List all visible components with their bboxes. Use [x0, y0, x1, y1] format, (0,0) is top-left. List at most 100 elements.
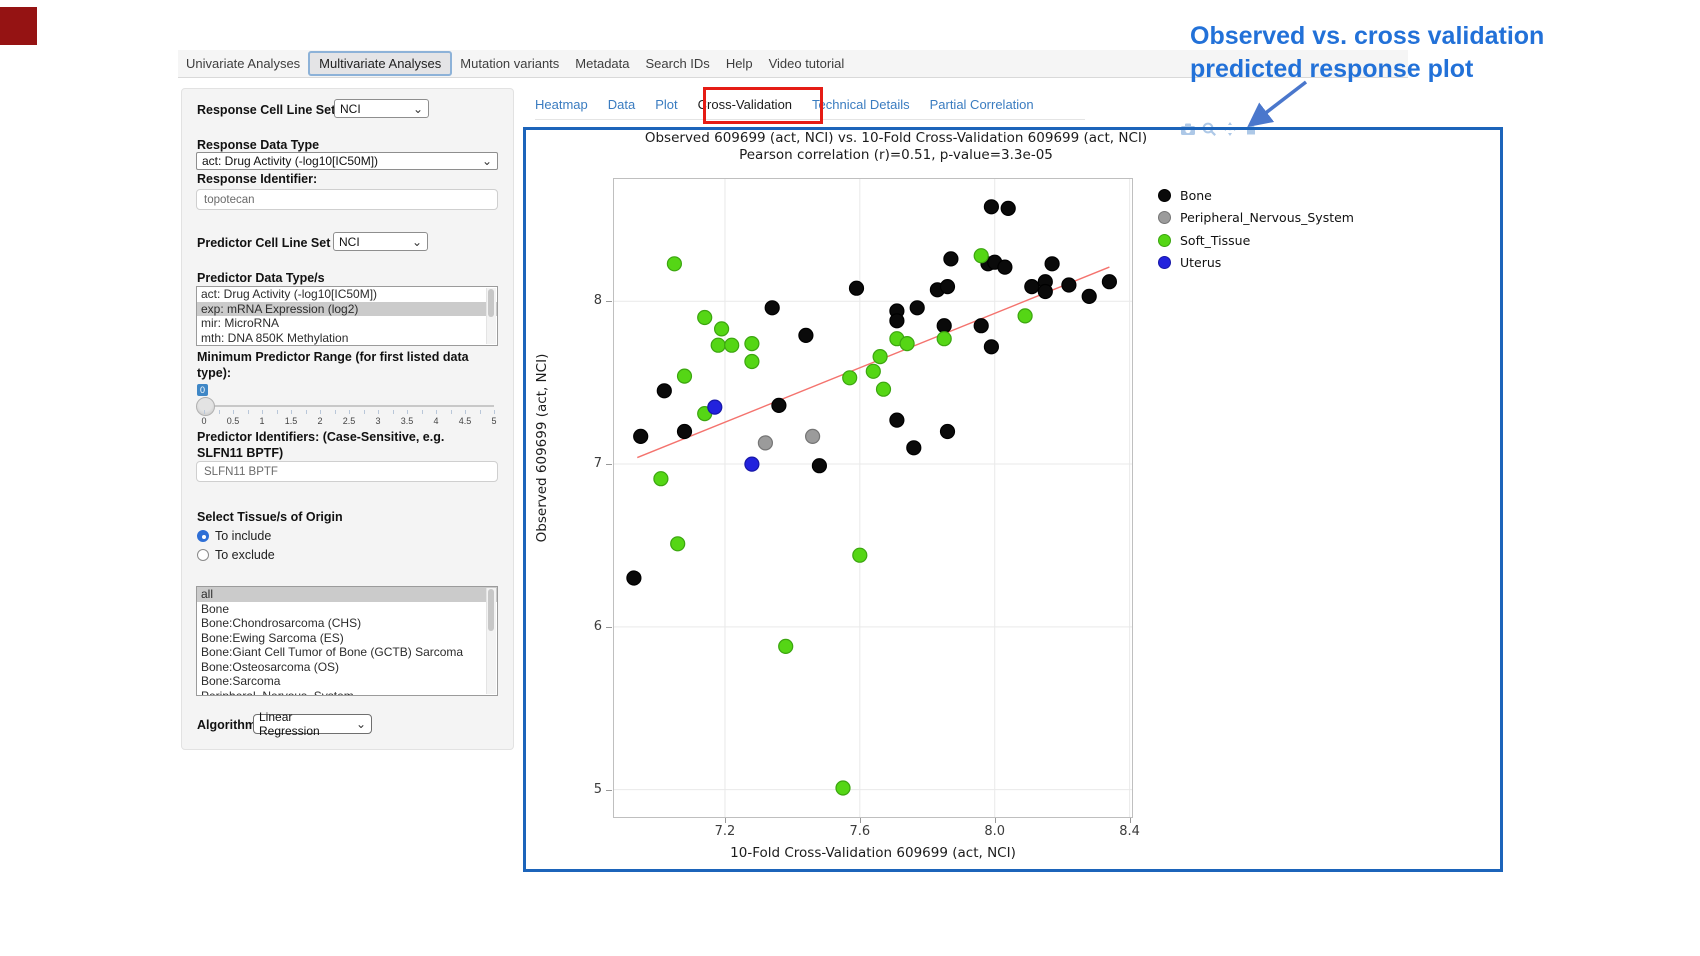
data-point — [744, 353, 760, 370]
nav-item[interactable]: Univariate Analyses — [186, 56, 301, 71]
predictor-data-type-options: act: Drug Activity (-log10[IC50M]) exp: m… — [197, 287, 497, 345]
radio-label: To exclude — [215, 548, 275, 562]
slider-track[interactable] — [204, 405, 494, 407]
data-point — [697, 309, 713, 326]
scrollbar[interactable] — [486, 288, 496, 344]
data-point — [656, 383, 672, 399]
list-item[interactable]: Bone:Sarcoma — [201, 674, 281, 688]
data-point — [936, 331, 952, 347]
legend-dot-icon — [1158, 233, 1171, 247]
data-point — [670, 536, 686, 552]
tab-data[interactable]: Data — [607, 97, 636, 112]
radio-option[interactable]: To exclude — [197, 548, 275, 562]
predictor-identifiers-input[interactable] — [196, 461, 498, 482]
nav-item[interactable]: Search IDs — [645, 56, 710, 71]
y-tick-label: 5 — [593, 781, 602, 797]
list-item[interactable]: mir: MicroRNA — [201, 316, 279, 330]
radio-checked-icon[interactable] — [197, 530, 209, 542]
slider-tick-label: 2 — [317, 416, 323, 426]
data-point — [676, 368, 693, 384]
tab-cross-validation[interactable]: Cross-Validation — [697, 97, 793, 112]
slider-handle[interactable] — [196, 397, 215, 416]
algorithm-label: Algorithm — [197, 718, 257, 732]
predictor-data-type-list[interactable]: act: Drug Activity (-log10[IC50M]) exp: m… — [196, 286, 498, 346]
scrollbar[interactable] — [486, 588, 496, 694]
data-point — [1017, 308, 1033, 324]
slider-tick — [334, 410, 336, 414]
data-point — [811, 458, 827, 474]
data-point — [744, 336, 760, 352]
legend-item[interactable]: Bone — [1158, 184, 1354, 207]
list-item[interactable]: Bone:Osteosarcoma (OS) — [201, 659, 340, 674]
legend-item[interactable]: Soft_Tissue — [1158, 229, 1354, 252]
algorithm-select[interactable]: Linear Regression ⌄ — [253, 710, 372, 738]
data-point — [710, 337, 726, 353]
radio-unchecked-icon[interactable] — [197, 549, 209, 561]
slider-value-badge: 0 — [197, 384, 209, 396]
nav-item[interactable]: Metadata — [575, 56, 630, 71]
data-point — [771, 397, 787, 413]
list-item[interactable]: all — [197, 587, 497, 602]
data-point — [983, 199, 999, 215]
x-tick-dash — [1129, 818, 1131, 823]
predictor-cell-line-set-select[interactable]: NCI ⌄ — [333, 232, 428, 251]
camera-icon[interactable] — [1180, 121, 1196, 137]
slider-tick — [349, 410, 350, 414]
legend-label: Bone — [1180, 187, 1212, 203]
legend-item[interactable]: Uterus — [1158, 252, 1354, 275]
radio-option[interactable]: To include — [197, 529, 271, 543]
tab-technical-details[interactable]: Technical Details — [812, 97, 910, 112]
legend-item[interactable]: Peripheral_Nervous_System — [1158, 207, 1354, 230]
slider-tick-label: 5 — [491, 416, 497, 426]
min-predictor-range-slider[interactable]: 0 0 0.5 1 1.5 2 2.5 3 3.5 4 4.5 5 — [196, 384, 498, 430]
tab-heatmap[interactable]: Heatmap — [535, 97, 588, 112]
slider-tick — [233, 410, 234, 414]
slider-tick — [450, 410, 452, 414]
data-point — [653, 471, 669, 487]
slider-tick — [378, 410, 379, 414]
slider-tick — [320, 410, 321, 414]
nav-item[interactable]: Multivariate Analyses — [308, 51, 453, 76]
nav-item[interactable]: Video tutorial — [768, 56, 845, 71]
data-point — [724, 337, 740, 353]
list-item[interactable]: Bone:Chondrosarcoma (CHS) — [201, 616, 362, 630]
data-point — [805, 428, 821, 444]
list-item[interactable]: Peripheral_Nervous_System — [201, 688, 354, 696]
response-data-type-select[interactable]: act: Drug Activity (-log10[IC50M]) ⌄ — [196, 152, 498, 170]
data-point — [1024, 278, 1040, 295]
list-item[interactable]: exp: mRNA Expression (log2) — [197, 301, 497, 316]
data-point — [1037, 283, 1053, 300]
data-point — [906, 440, 922, 456]
scrollbar-thumb[interactable] — [488, 589, 494, 631]
slider-tick-label: 1.5 — [284, 416, 298, 426]
response-cell-line-set-label: Response Cell Line Set — [197, 103, 336, 117]
list-item[interactable]: act: Drug Activity (-log10[IC50M]) — [201, 287, 378, 301]
response-cell-line-set-select[interactable]: NCI ⌄ — [334, 99, 429, 118]
data-point — [835, 780, 851, 796]
list-item[interactable]: Bone:Giant Cell Tumor of Bone (GCTB) Sar… — [201, 645, 464, 659]
zoom-icon[interactable] — [1201, 121, 1217, 137]
slider-tick — [479, 410, 481, 414]
list-item[interactable]: Bone — [201, 601, 230, 616]
response-identifier-label: Response Identifier: — [197, 172, 318, 186]
tissue-origin-list[interactable]: all Bone Bone:Chondrosarcoma (CHS) Bone:Ewi… — [196, 586, 498, 696]
scrollbar-thumb[interactable] — [488, 289, 494, 317]
list-item[interactable]: mth: DNA 850K Methylation — [201, 330, 349, 345]
nav-item[interactable]: Help — [725, 56, 753, 71]
data-point — [997, 259, 1013, 275]
data-point — [939, 423, 956, 440]
response-identifier-input[interactable] — [196, 189, 498, 210]
data-point — [936, 318, 952, 334]
x-axis-title: 10-Fold Cross-Validation 609699 (act, NC… — [730, 845, 1016, 861]
data-point — [633, 428, 649, 444]
data-point — [943, 251, 959, 267]
red-corner-marker — [0, 7, 37, 45]
scatter-plot[interactable] — [613, 178, 1133, 818]
nav-item[interactable]: Mutation variants — [460, 56, 560, 71]
list-item[interactable]: Bone:Ewing Sarcoma (ES) — [201, 630, 344, 645]
x-tick-label: 8.0 — [984, 824, 1006, 839]
tab-plot[interactable]: Plot — [655, 97, 678, 112]
chevron-down-icon: ⌄ — [355, 717, 366, 731]
tab-partial-correlation[interactable]: Partial Correlation — [929, 97, 1034, 112]
slider-tick — [305, 410, 307, 414]
